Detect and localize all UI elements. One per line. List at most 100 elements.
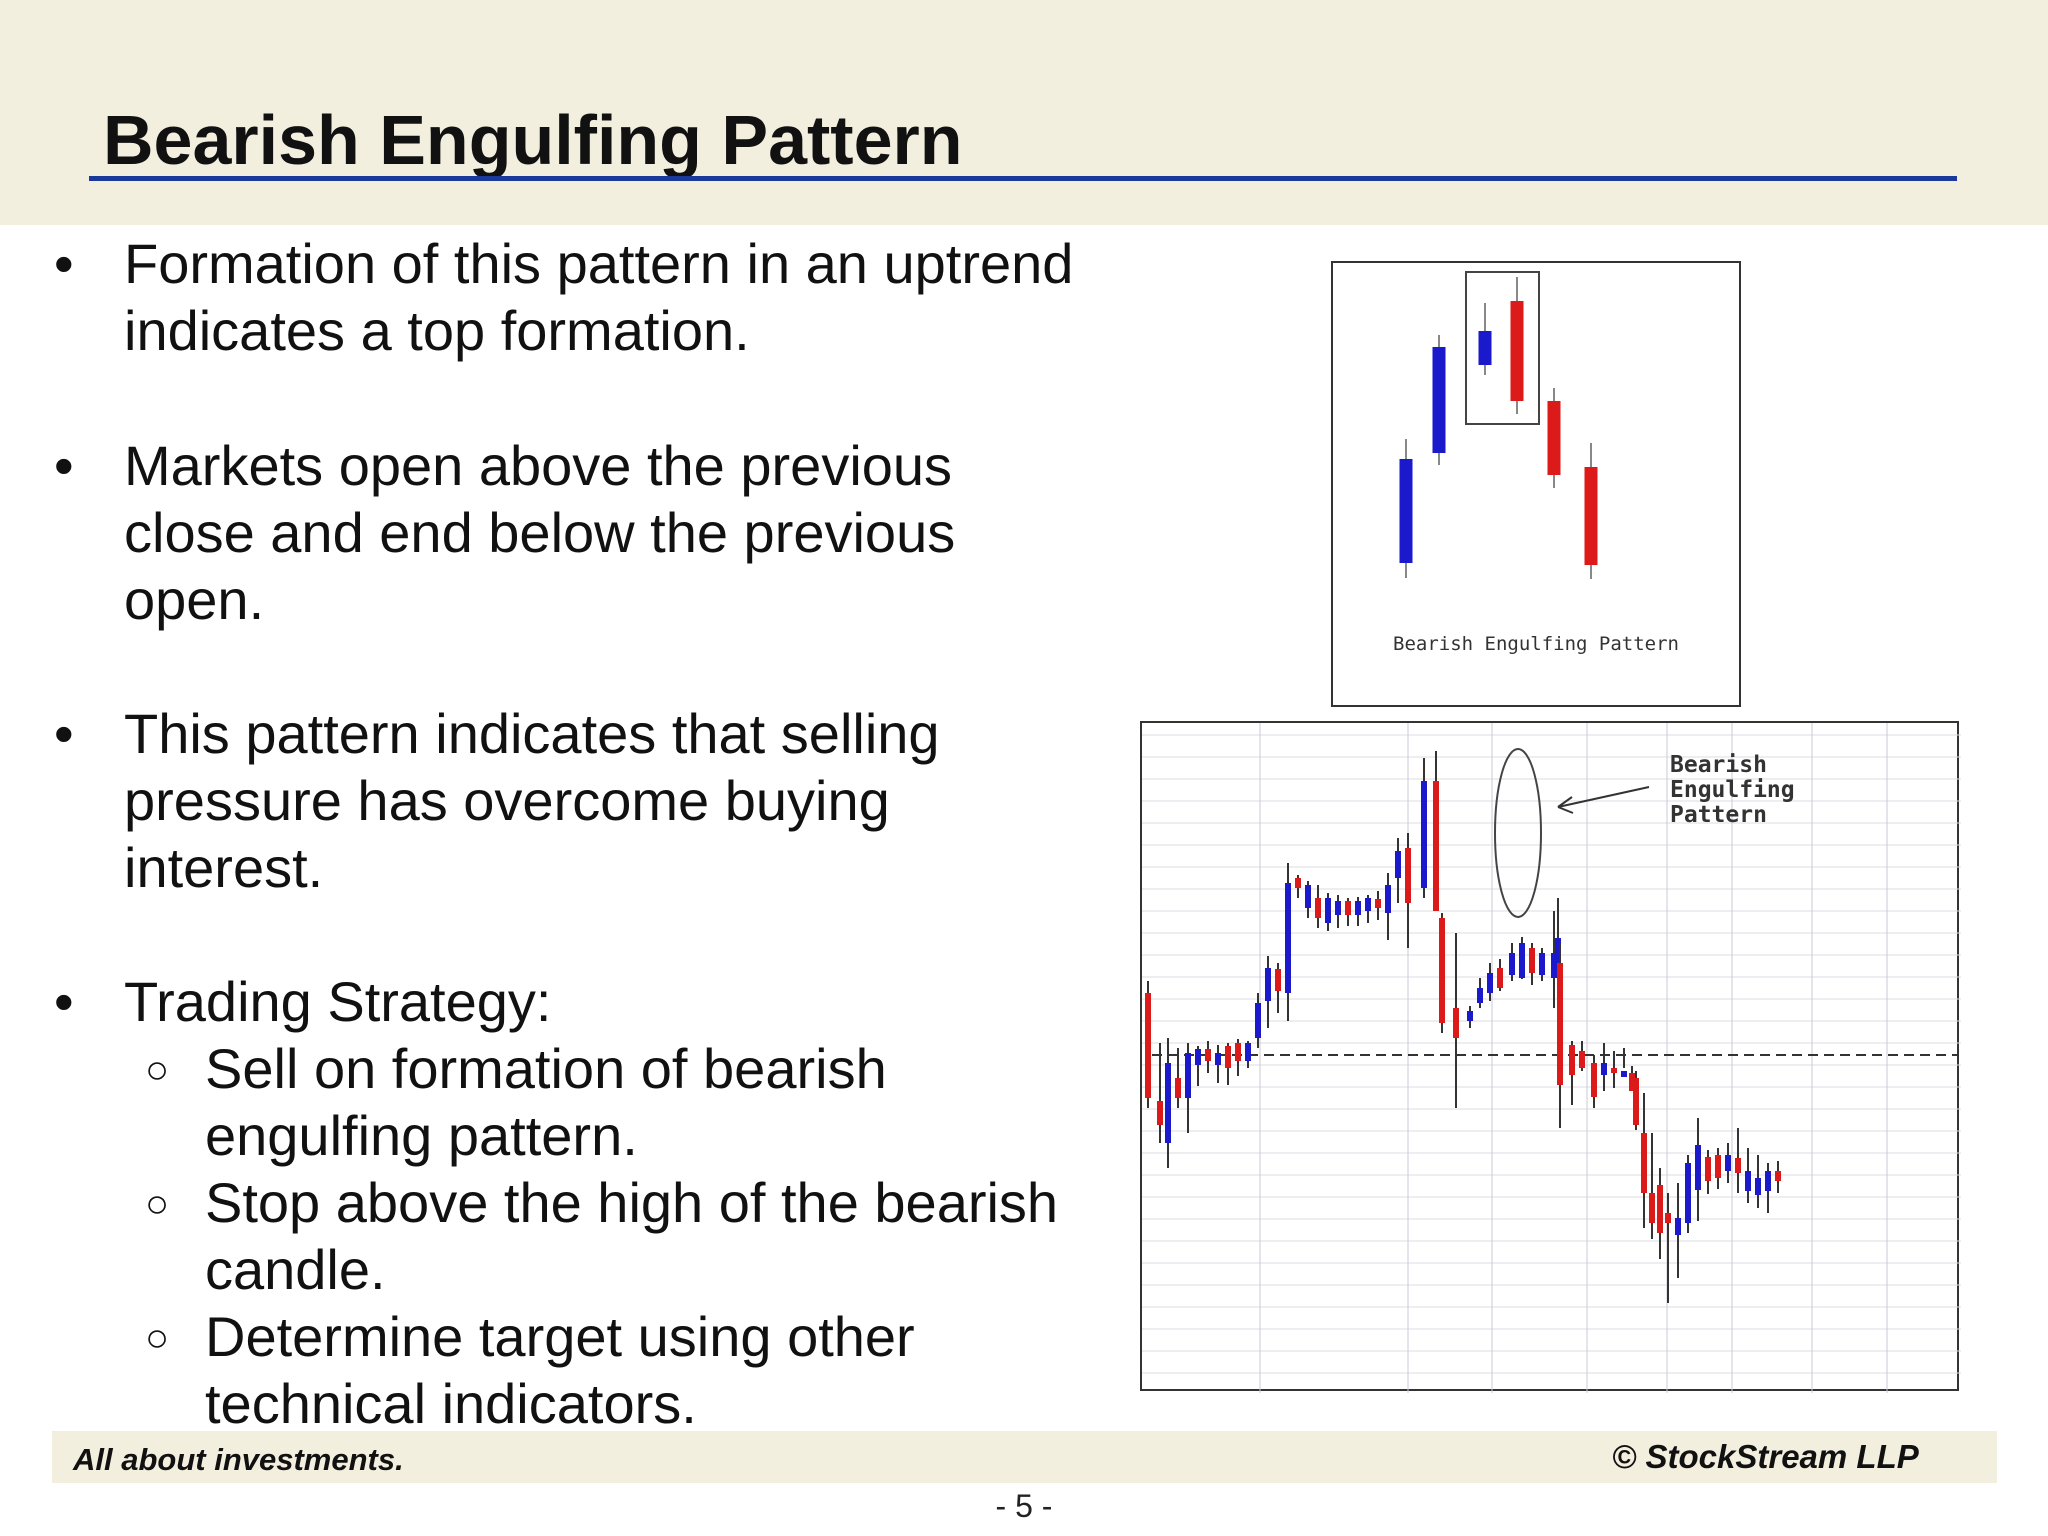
bearish-candle: [1529, 948, 1535, 973]
bullet-line: technical indicators.: [205, 1372, 697, 1435]
page-number: - 5 -: [995, 1488, 1053, 1524]
bullet-line: Markets open above the previous: [124, 434, 953, 497]
pattern-diagram-svg: [1399, 271, 1598, 579]
sub-bullet-item: ○ Determine target using other technical…: [145, 1303, 915, 1437]
bullet-item: • Markets open above the previous close …: [54, 432, 955, 633]
bearish-candle: [1453, 1008, 1459, 1038]
bullish-candle: [1755, 1178, 1761, 1195]
bullet-line: open.: [124, 568, 265, 631]
bullish-candle: [1265, 968, 1271, 1001]
bullish-candle: [1195, 1049, 1201, 1065]
bullish-candle: [1725, 1155, 1731, 1171]
bearish-candle: [1375, 899, 1381, 908]
bullish-candle: [1395, 851, 1401, 878]
bullish-candle: [1165, 1063, 1171, 1143]
bearish-candle: [1295, 878, 1301, 888]
bullish-candle: [1399, 459, 1413, 563]
bullet-line: engulfing pattern.: [205, 1104, 638, 1167]
bearish-candle: [1641, 1133, 1647, 1193]
bullish-candle: [1285, 883, 1291, 993]
bearish-candle: [1775, 1171, 1781, 1181]
bullish-candle: [1685, 1163, 1691, 1223]
bullish-candle: [1467, 1011, 1473, 1021]
bearish-candle: [1205, 1049, 1211, 1061]
bullish-candle: [1335, 901, 1341, 915]
bullish-candle: [1385, 885, 1391, 913]
footer-tagline: All about investments.: [73, 1442, 404, 1477]
bullish-candle: [1325, 898, 1331, 923]
bullet-line: pressure has overcome buying: [124, 769, 890, 832]
bearish-candle: [1439, 918, 1445, 1023]
bullish-candle: [1555, 938, 1561, 973]
sub-bullet-marker: ○: [145, 1316, 170, 1360]
bullish-candle: [1765, 1171, 1771, 1191]
bullet-line: Formation of this pattern in an uptrend: [124, 232, 1074, 295]
candlestick-chart-svg: [1142, 723, 1961, 1393]
diagram-caption: Bearish Engulfing Pattern: [1393, 633, 1679, 655]
sub-bullet-marker: ○: [145, 1182, 170, 1226]
bullet-item: • This pattern indicates that selling pr…: [54, 700, 940, 901]
bullish-candle: [1421, 781, 1427, 888]
bearish-candle: [1345, 901, 1351, 915]
bullet-marker: •: [54, 232, 74, 295]
bullish-candle: [1509, 953, 1515, 975]
bearish-candle: [1633, 1078, 1639, 1125]
bearish-candle: [1433, 781, 1439, 911]
annotation-line: Bearish: [1670, 752, 1767, 778]
bullish-candle: [1478, 331, 1492, 365]
bullet-line: This pattern indicates that selling: [124, 702, 940, 765]
footer-copyright: © StockStream LLP: [1612, 1438, 1919, 1475]
candlestick-chart: Bearish Engulfing Pattern: [1140, 721, 1961, 1393]
bearish-candle: [1145, 993, 1151, 1098]
bullet-marker: •: [54, 702, 74, 765]
bullish-candle: [1551, 953, 1557, 978]
bullish-candle: [1215, 1053, 1221, 1065]
pattern-circle: [1494, 748, 1542, 918]
bullish-candle: [1601, 1063, 1607, 1075]
bearish-candle: [1497, 968, 1503, 988]
bearish-candle: [1715, 1155, 1721, 1178]
slide-title: Bearish Engulfing Pattern: [103, 101, 963, 179]
bullish-candle: [1539, 953, 1545, 975]
highlight-box: [1465, 271, 1540, 425]
bearish-candle: [1611, 1068, 1617, 1073]
bearish-candle: [1579, 1051, 1585, 1068]
bearish-candle: [1591, 1063, 1597, 1097]
arrow-head-icon: [1557, 796, 1574, 814]
bullish-candle: [1245, 1043, 1251, 1061]
bearish-candle: [1665, 1213, 1671, 1223]
pattern-diagram: Bearish Engulfing Pattern: [1331, 261, 1741, 707]
bullet-line: Determine target using other: [205, 1305, 915, 1368]
annotation-line: Engulfing: [1670, 777, 1795, 803]
bullish-candle: [1745, 1171, 1751, 1191]
bullish-candle: [1621, 1071, 1627, 1077]
bullet-line: Stop above the high of the bearish: [205, 1171, 1059, 1234]
footer-band: [52, 1431, 1997, 1483]
bearish-candle: [1315, 898, 1321, 918]
bearish-candle: [1705, 1157, 1711, 1181]
bullet-line: interest.: [124, 836, 324, 899]
bearish-candle: [1157, 1101, 1163, 1125]
bullish-candle: [1432, 347, 1446, 453]
bearish-candle: [1557, 963, 1563, 1085]
bullish-candle: [1365, 898, 1371, 911]
annotation-line: Pattern: [1670, 802, 1767, 828]
bullet-line: indicates a top formation.: [124, 299, 750, 362]
bullish-candle: [1519, 943, 1525, 978]
annotation-arrow: [1557, 786, 1650, 808]
bearish-candle: [1235, 1043, 1241, 1061]
bullish-candle: [1675, 1218, 1681, 1235]
bullish-candle: [1355, 901, 1361, 915]
header-band: [0, 0, 2048, 225]
bullet-line: Sell on formation of bearish: [205, 1037, 887, 1100]
bullish-candle: [1255, 1003, 1261, 1038]
bullish-candle: [1185, 1053, 1191, 1098]
bullet-item: • Formation of this pattern in an uptren…: [54, 230, 1074, 364]
sub-bullet-marker: ○: [145, 1048, 170, 1092]
bullet-item: • Trading Strategy:: [54, 968, 551, 1035]
bullish-candle: [1305, 885, 1311, 908]
bearish-candle: [1175, 1078, 1181, 1098]
chart-annotation: Bearish Engulfing Pattern: [1670, 753, 1795, 828]
bullet-marker: •: [54, 434, 74, 497]
bullish-candle: [1487, 973, 1493, 993]
